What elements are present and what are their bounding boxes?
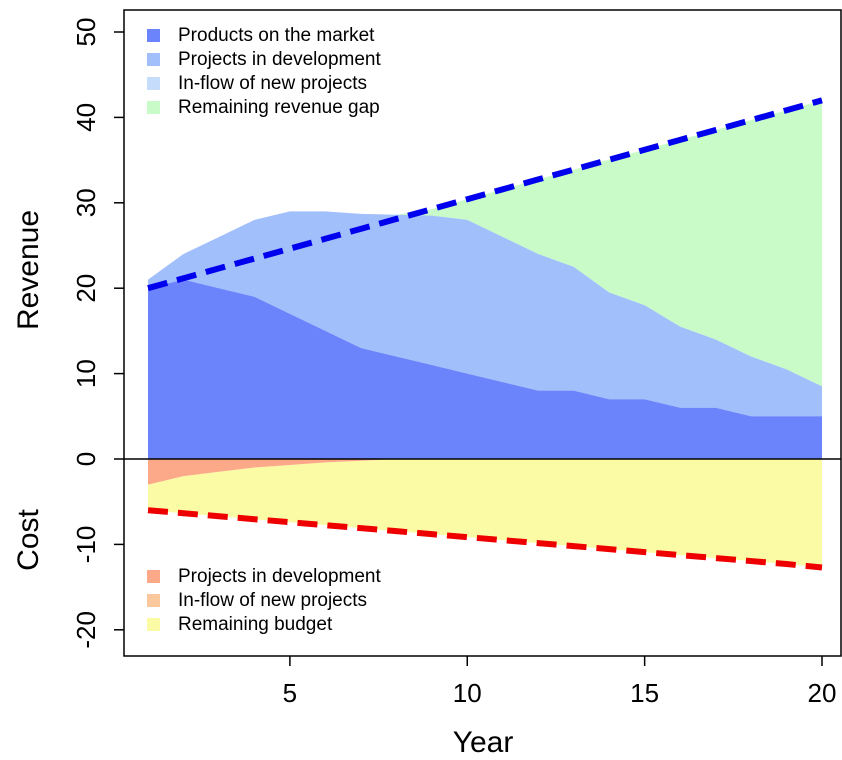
x-tick-label: 15 bbox=[630, 678, 659, 708]
x-tick-label: 10 bbox=[453, 678, 482, 708]
legend-revenue-item-swatch bbox=[147, 53, 160, 66]
plot-frame bbox=[123, 9, 842, 657]
y-axis: -20 -10 0 10 20 30 40 50 bbox=[71, 18, 124, 649]
legend-cost-item-label: Projects in development bbox=[178, 566, 381, 587]
y-tick-label: 20 bbox=[71, 274, 101, 303]
legend-cost-item-swatch bbox=[147, 570, 160, 583]
y-tick-label: 40 bbox=[71, 103, 101, 132]
legend-cost-item-swatch bbox=[147, 618, 160, 631]
area-remaining-budget bbox=[148, 459, 822, 568]
legend-revenue-item-label: In-flow of new projects bbox=[178, 73, 367, 94]
revenue-target-line bbox=[147, 97, 823, 292]
legend-cost-item-label: Remaining budget bbox=[178, 614, 333, 635]
y-tick-label: -10 bbox=[71, 526, 101, 564]
area-cost-projects-in-development bbox=[148, 459, 822, 485]
line-layers bbox=[147, 97, 823, 571]
legend-revenue-item-swatch bbox=[147, 101, 160, 114]
area-projects-in-development bbox=[148, 211, 822, 417]
legend-cost-item-label: In-flow of new projects bbox=[178, 590, 367, 611]
y-tick-label: 50 bbox=[71, 18, 101, 47]
y-tick-label: -20 bbox=[71, 611, 101, 649]
y-tick-label: 30 bbox=[71, 188, 101, 217]
legend-revenue-item-label: Products on the market bbox=[178, 25, 375, 46]
x-tick-label: 20 bbox=[808, 678, 837, 708]
x-axis-label: Year bbox=[453, 726, 514, 759]
legend-revenue-item-label: Remaining revenue gap bbox=[178, 97, 380, 118]
legend-revenue-item-swatch bbox=[147, 29, 160, 42]
y-axis-label-cost: Cost bbox=[12, 508, 45, 570]
y-tick-label: 0 bbox=[71, 452, 101, 466]
legend-cost-item-swatch bbox=[147, 594, 160, 607]
legend-revenue: Products on the market Projects in develo… bbox=[147, 25, 381, 118]
x-tick-label: 5 bbox=[283, 678, 297, 708]
area-products-on-market bbox=[148, 279, 822, 459]
area-remaining-revenue-gap bbox=[148, 100, 822, 387]
cost-budget-line bbox=[147, 507, 823, 571]
y-tick-label: 10 bbox=[71, 359, 101, 388]
legend-revenue-item-swatch bbox=[147, 77, 160, 90]
legend-cost: Projects in development In-flow of new pr… bbox=[147, 566, 381, 635]
area-layers bbox=[148, 100, 822, 568]
y-axis-label-revenue: Revenue bbox=[12, 210, 45, 330]
legend-revenue-item-label: Projects in development bbox=[178, 49, 381, 70]
x-axis: 5 10 15 20 bbox=[283, 656, 837, 708]
